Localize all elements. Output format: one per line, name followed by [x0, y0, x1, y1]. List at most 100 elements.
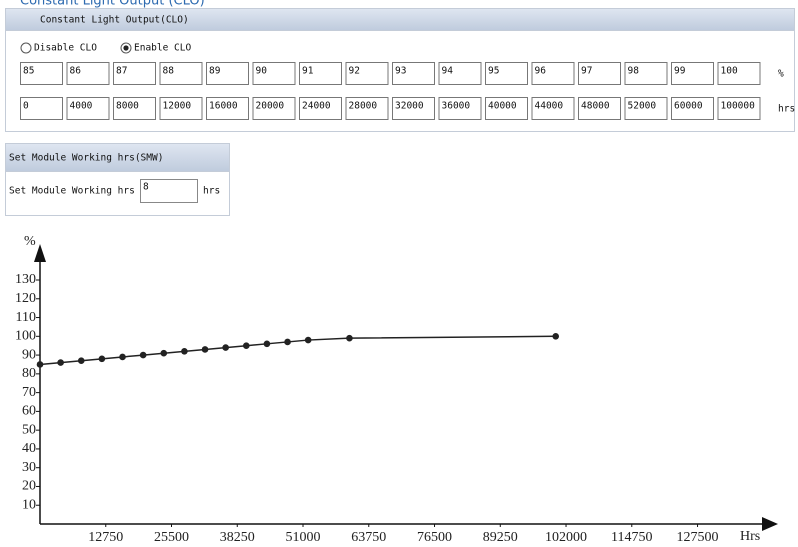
cell-input[interactable]: [113, 62, 156, 85]
x-axis-label: Hrs: [740, 529, 760, 544]
cell-input[interactable]: [20, 97, 63, 120]
cell-value[interactable]: 4000: [70, 101, 93, 112]
cell-input[interactable]: [624, 62, 668, 85]
cell-value[interactable]: 28000: [349, 101, 378, 112]
radio-label[interactable]: Enable CLO: [134, 43, 191, 54]
cell-value[interactable]: 0: [23, 101, 29, 112]
cell-input[interactable]: [345, 62, 389, 85]
y-tick-label: 110: [16, 310, 36, 325]
y-tick-label: 120: [15, 291, 36, 306]
x-tick-label: 25500: [154, 530, 189, 545]
cell-input[interactable]: [206, 97, 249, 120]
cell-value[interactable]: 40000: [488, 101, 517, 112]
cell-input[interactable]: [299, 62, 342, 85]
cell-input[interactable]: [531, 62, 575, 85]
data-point: [57, 359, 64, 366]
cell-value[interactable]: 52000: [628, 101, 657, 112]
cell-input[interactable]: [717, 62, 761, 85]
cell-value[interactable]: 85: [23, 66, 34, 77]
cell-input[interactable]: [578, 62, 621, 85]
cell-input[interactable]: [159, 62, 203, 85]
radio-label[interactable]: Disable CLO: [34, 43, 97, 54]
cell-value[interactable]: 100: [721, 66, 738, 77]
cut-header: Constant Light Output (CLO): [20, 0, 205, 9]
cell-input[interactable]: [531, 97, 575, 120]
cell-value[interactable]: 89: [209, 66, 221, 77]
smw-label: Set Module Working hrs: [9, 186, 135, 197]
cell-input[interactable]: [252, 97, 296, 120]
cell-value[interactable]: 91: [302, 66, 314, 77]
cell-input[interactable]: [485, 62, 528, 85]
y-tick-label: 100: [15, 329, 36, 344]
cell-value[interactable]: 90: [256, 66, 268, 77]
cell-value[interactable]: 36000: [442, 101, 471, 112]
cell-value[interactable]: 48000: [581, 101, 610, 112]
cell-input[interactable]: [438, 62, 482, 85]
y-arrow: [34, 244, 46, 262]
data-point: [139, 351, 147, 359]
cell-input[interactable]: [345, 97, 389, 120]
cell-value[interactable]: 8000: [116, 101, 139, 112]
y-tick-label: 60: [22, 404, 36, 419]
cell-input[interactable]: [299, 97, 342, 120]
smw-value[interactable]: 8: [143, 182, 149, 193]
cell-value[interactable]: 16000: [209, 101, 238, 112]
cell-input[interactable]: [624, 97, 668, 120]
y-tick-label: 70: [22, 385, 36, 400]
y-tick-label: 10: [22, 497, 36, 512]
cell-input[interactable]: [20, 62, 63, 85]
data-point: [181, 348, 188, 355]
cell-input[interactable]: [252, 62, 296, 85]
data-point: [552, 333, 560, 340]
cell-input[interactable]: [485, 97, 528, 120]
cell-input[interactable]: [113, 97, 156, 120]
cell-value[interactable]: 100000: [721, 101, 756, 112]
cell-value[interactable]: 88: [163, 66, 175, 77]
x-tick-label: 51000: [286, 530, 321, 545]
cell-input[interactable]: [66, 62, 110, 85]
data-point: [242, 342, 250, 349]
cell-value[interactable]: 24000: [302, 101, 331, 112]
cell-input[interactable]: [66, 97, 110, 120]
cell-input[interactable]: [392, 97, 435, 120]
cell-value[interactable]: 95: [488, 66, 499, 77]
cell-value[interactable]: 44000: [535, 101, 564, 112]
x-tick-label: 38250: [220, 530, 255, 545]
y-tick-label: 130: [15, 272, 36, 287]
cell-input[interactable]: [206, 62, 249, 85]
cell-input[interactable]: [438, 97, 482, 120]
cell-value[interactable]: 98: [628, 66, 640, 77]
cell-value[interactable]: 97: [581, 66, 592, 77]
cell-input[interactable]: [671, 62, 714, 85]
cell-value[interactable]: 96: [535, 66, 547, 77]
cell-value[interactable]: 99: [674, 66, 686, 77]
cell-value[interactable]: 32000: [395, 101, 424, 112]
smw-header: [5, 143, 230, 172]
cell-value[interactable]: 93: [395, 66, 406, 77]
cell-input[interactable]: [671, 97, 714, 120]
data-point: [263, 340, 271, 348]
x-tick-label: 63750: [351, 530, 386, 545]
radio[interactable]: [20, 42, 32, 54]
cell-input[interactable]: [392, 62, 435, 85]
cell-value[interactable]: 92: [349, 66, 360, 77]
cell-input[interactable]: [578, 97, 621, 120]
data-point: [36, 361, 44, 368]
cell-input[interactable]: [717, 97, 761, 120]
cell-value[interactable]: 60000: [674, 101, 703, 112]
cell-value[interactable]: 86: [70, 66, 82, 77]
data-point: [222, 344, 229, 351]
cell-input[interactable]: [159, 97, 203, 120]
cell-value[interactable]: 12000: [163, 101, 192, 112]
cell-value[interactable]: 94: [442, 66, 454, 77]
data-point: [98, 355, 106, 363]
cell-value[interactable]: 87: [116, 66, 127, 77]
x-tick-label: 127500: [677, 530, 719, 545]
cell-value[interactable]: 20000: [256, 101, 285, 112]
y-tick-label: 90: [22, 347, 36, 362]
smw-unit: hrs: [203, 186, 220, 197]
radio-dot[interactable]: [123, 45, 129, 51]
smw-input[interactable]: [140, 179, 198, 203]
